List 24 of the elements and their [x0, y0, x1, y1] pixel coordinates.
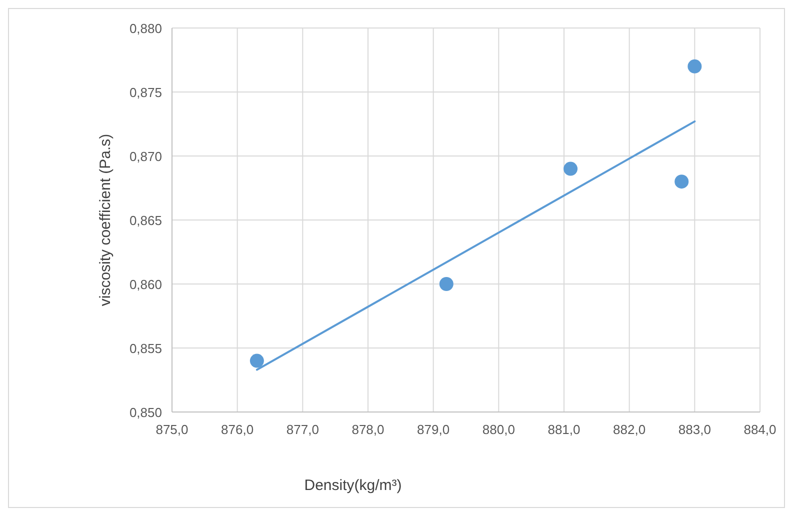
x-tick-label: 880,0 — [482, 422, 515, 437]
x-tick-label: 877,0 — [286, 422, 319, 437]
y-tick-label: 0,850 — [129, 405, 162, 420]
y-axis-title: viscosity coefficient (Pa.s) — [97, 134, 114, 306]
x-tick-label: 881,0 — [548, 422, 580, 437]
point — [564, 162, 578, 176]
x-tick-label: 878,0 — [352, 422, 384, 437]
y-tick-label: 0,875 — [129, 85, 162, 100]
y-tick-label: 0,860 — [129, 277, 162, 292]
x-tick-label: 876,0 — [221, 422, 254, 437]
x-tick-label: 879,0 — [417, 422, 450, 437]
y-tick-label: 0,870 — [129, 149, 162, 164]
x-tick-label: 882,0 — [613, 422, 646, 437]
x-tick-label: 883,0 — [678, 422, 711, 437]
point — [439, 277, 454, 291]
x-tick-label: 875,0 — [156, 422, 188, 437]
point — [688, 59, 702, 74]
x-tick-label: 884,0 — [744, 422, 776, 437]
y-tick-label: 0,880 — [129, 21, 162, 36]
y-tick-label: 0,855 — [129, 341, 162, 356]
y-tick-label: 0,865 — [129, 213, 162, 228]
point — [674, 174, 689, 189]
point — [250, 354, 264, 368]
x-axis-title: Density(kg/m³) — [304, 477, 402, 494]
